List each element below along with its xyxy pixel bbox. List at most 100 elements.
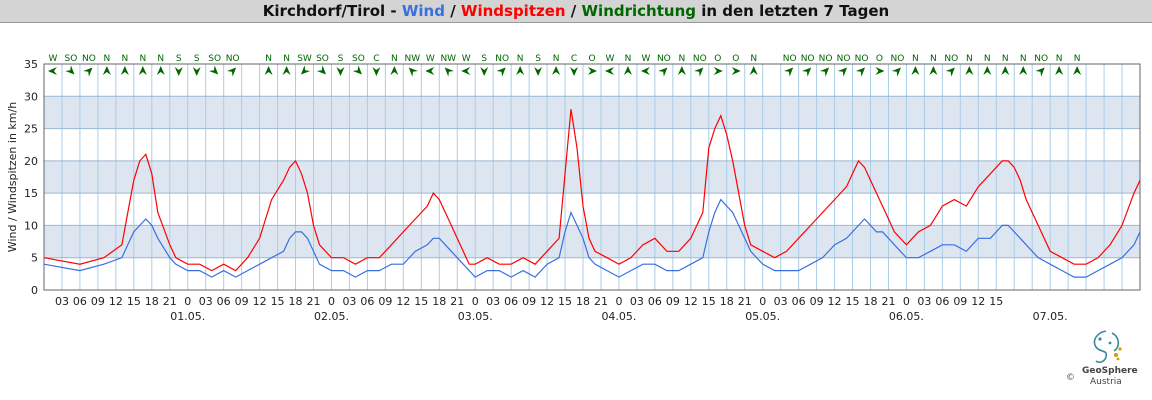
y-tick-label: 15 xyxy=(24,187,38,200)
direction-label: S xyxy=(535,54,541,64)
x-tick-label: 06 xyxy=(504,295,518,308)
x-tick-label: 0 xyxy=(903,295,910,308)
x-tick-label: 12 xyxy=(971,295,985,308)
x-tick-label: 21 xyxy=(450,295,464,308)
direction-arrow-icon xyxy=(138,66,147,75)
direction-label: S xyxy=(338,54,344,64)
direction-arrow-icon xyxy=(1055,66,1064,75)
y-tick-label: 35 xyxy=(24,58,38,71)
title-gusts: Windspitzen xyxy=(460,2,566,20)
direction-arrow-icon xyxy=(336,67,345,76)
x-tick-label: 21 xyxy=(881,295,895,308)
direction-label: SO xyxy=(316,54,329,64)
direction-arrow-icon xyxy=(444,67,454,77)
x-tick-label: 15 xyxy=(846,295,860,308)
y-tick-label: 10 xyxy=(24,219,38,232)
x-tick-label: 03 xyxy=(199,295,213,308)
x-date-label: 01.05. xyxy=(170,310,205,323)
series-line-windspitzen xyxy=(43,109,1141,272)
direction-label: NO xyxy=(693,54,707,64)
x-date-label: 02.05. xyxy=(314,310,349,323)
direction-label: C xyxy=(571,54,577,64)
x-tick-label: 03 xyxy=(342,295,356,308)
direction-arrow-icon xyxy=(65,65,75,75)
x-tick-label: 0 xyxy=(615,295,622,308)
x-tick-label: 06 xyxy=(792,295,806,308)
direction-arrow-icon xyxy=(801,67,812,77)
direction-arrow-icon xyxy=(408,67,418,77)
y-band-0 xyxy=(44,225,1140,258)
direction-label: W xyxy=(426,54,435,64)
direction-label: W xyxy=(606,54,615,64)
direction-label: NO xyxy=(855,54,869,64)
x-tick-label: 18 xyxy=(145,295,159,308)
plot-frame xyxy=(43,63,1141,291)
x-tick-label: 12 xyxy=(253,295,267,308)
direction-label: C xyxy=(373,54,379,64)
x-tick-label: 12 xyxy=(828,295,842,308)
direction-label: N xyxy=(139,54,146,64)
direction-arrow-icon xyxy=(855,67,866,77)
direction-arrow-icon xyxy=(891,67,901,77)
direction-arrow-icon xyxy=(352,65,362,75)
series-line-wind xyxy=(43,198,1141,278)
x-tick-label: 09 xyxy=(953,295,967,308)
direction-arrow-icon xyxy=(496,67,506,77)
x-tick-label: 06 xyxy=(935,295,949,308)
x-tick-label: 18 xyxy=(720,295,734,308)
logo-sub: Austria xyxy=(1090,377,1122,387)
direction-label: NW xyxy=(440,54,456,64)
direction-arrow-icon xyxy=(1035,67,1045,77)
direction-label: N xyxy=(750,54,757,64)
direction-label: N xyxy=(121,54,128,64)
direction-label: NO xyxy=(891,54,905,64)
direction-label: N xyxy=(517,54,524,64)
direction-label: NO xyxy=(944,54,958,64)
direction-label: N xyxy=(678,54,685,64)
x-tick-label: 12 xyxy=(540,295,554,308)
x-tick-label: 06 xyxy=(360,295,374,308)
direction-arrow-icon xyxy=(1019,66,1028,75)
y-tick-label: 5 xyxy=(31,252,38,265)
title-direction: Windrichtung xyxy=(581,2,696,20)
x-tick-label: 09 xyxy=(810,295,824,308)
y-tick-label: 30 xyxy=(24,90,38,103)
direction-label: W xyxy=(462,54,471,64)
direction-label: SO xyxy=(65,54,78,64)
direction-label: N xyxy=(1074,54,1081,64)
direction-label: N xyxy=(912,54,919,64)
direction-label: W xyxy=(49,54,58,64)
direction-arrow-icon xyxy=(783,67,794,77)
direction-label: NO xyxy=(1034,54,1048,64)
direction-label: NO xyxy=(783,54,797,64)
direction-label: NO xyxy=(657,54,671,64)
x-tick-label: 0 xyxy=(328,295,335,308)
x-tick-label: 21 xyxy=(163,295,177,308)
x-tick-label: 18 xyxy=(432,295,446,308)
direction-arrow-icon xyxy=(264,66,273,75)
direction-arrow-icon xyxy=(570,67,579,76)
y-tick-label: 25 xyxy=(24,123,38,136)
x-tick-label: 09 xyxy=(235,295,249,308)
direction-label: SO xyxy=(208,54,221,64)
direction-arrow-icon xyxy=(534,67,543,76)
x-tick-label: 06 xyxy=(648,295,662,308)
direction-label: N xyxy=(391,54,398,64)
direction-arrow-icon xyxy=(102,66,111,75)
direction-arrow-icon xyxy=(623,66,632,75)
direction-arrow-icon xyxy=(911,66,920,75)
direction-arrow-icon xyxy=(640,67,650,75)
direction-arrow-icon xyxy=(1073,66,1082,75)
logo-mark-icon xyxy=(1093,330,1122,363)
x-tick-label: 0 xyxy=(759,295,766,308)
x-tick-label: 09 xyxy=(666,295,680,308)
direction-label: NW xyxy=(405,54,421,64)
y-tick-label: 0 xyxy=(31,284,38,297)
x-date-label: 07.05. xyxy=(1033,310,1068,323)
direction-arrow-icon xyxy=(156,66,165,75)
x-date-label: 06.05. xyxy=(889,310,924,323)
direction-arrow-icon xyxy=(875,67,885,75)
geosphere-logo xyxy=(1062,325,1152,400)
direction-label: SO xyxy=(352,54,365,64)
